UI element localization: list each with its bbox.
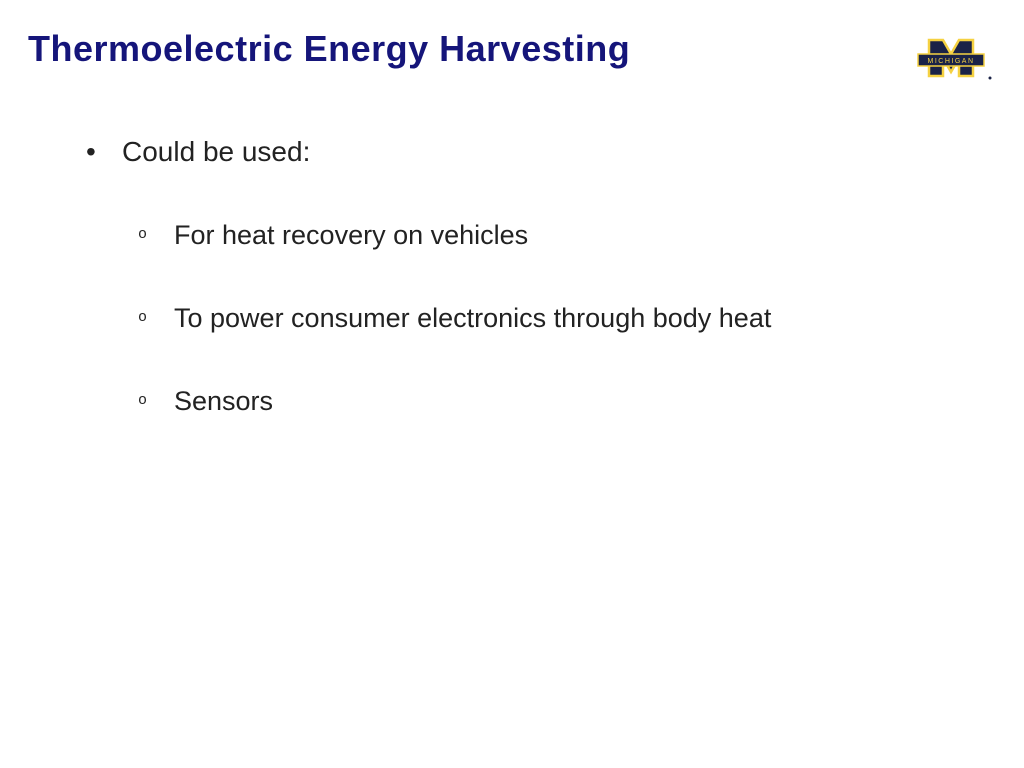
bullet-l2-text: Sensors bbox=[174, 386, 273, 416]
slide: Thermoelectric Energy Harvesting MICHIGA… bbox=[0, 0, 1024, 497]
bullet-l1-text: Could be used: bbox=[122, 136, 310, 167]
logo-banner-text: MICHIGAN bbox=[928, 58, 975, 65]
slide-body: Could be used: For heat recovery on vehi… bbox=[86, 136, 996, 417]
bullet-level1: Could be used: bbox=[86, 136, 996, 168]
bullet-l2-text: To power consumer electronics through bo… bbox=[174, 303, 771, 333]
bullet-level2: Sensors bbox=[138, 386, 996, 417]
bullet-level2: To power consumer electronics through bo… bbox=[138, 303, 996, 334]
michigan-logo: MICHIGAN bbox=[906, 28, 996, 88]
bullet-level2: For heat recovery on vehicles bbox=[138, 220, 996, 251]
sub-bullet-list: For heat recovery on vehicles To power c… bbox=[138, 220, 996, 417]
slide-header: Thermoelectric Energy Harvesting MICHIGA… bbox=[28, 28, 996, 88]
bullet-l2-text: For heat recovery on vehicles bbox=[174, 220, 528, 250]
page-title: Thermoelectric Energy Harvesting bbox=[28, 28, 630, 70]
